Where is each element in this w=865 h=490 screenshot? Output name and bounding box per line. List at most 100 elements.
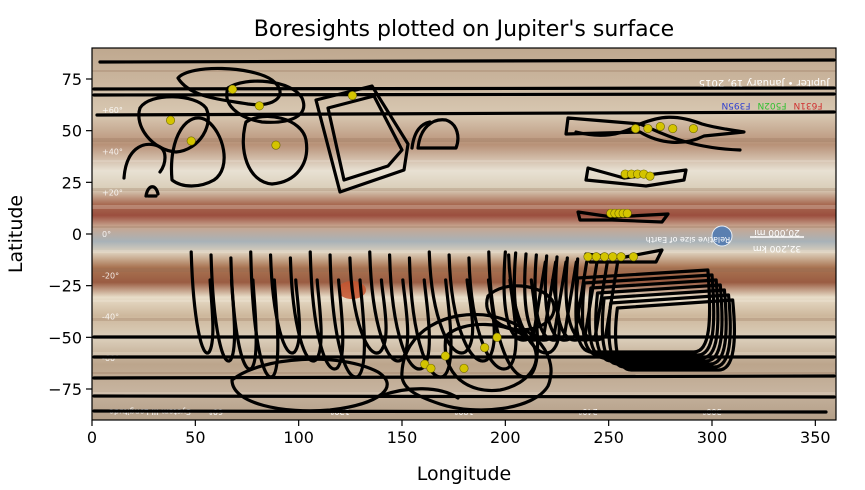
map-annotations: Jupiter • January 19, 2015 F631N F502N F… <box>102 77 830 416</box>
footprint-u-curve <box>308 250 345 371</box>
boresight-point <box>166 115 176 125</box>
footprint-u-curve <box>268 253 302 355</box>
y-tick-label: 0 <box>72 225 82 244</box>
footprint-loop <box>144 185 160 198</box>
cloud-band-streaks <box>92 70 836 395</box>
cloud-streak <box>92 300 836 302</box>
footprint-loop <box>241 114 309 186</box>
x-tick-label: 350 <box>800 428 831 447</box>
footprint-u-curve <box>368 250 410 363</box>
y-axis-label: Latitude <box>5 195 27 273</box>
map-scale-km: 32,200 km <box>753 243 801 253</box>
footprint-outlines <box>92 58 836 414</box>
footprint-line <box>92 86 836 91</box>
boresight-point <box>492 332 502 342</box>
boresight-point <box>608 252 618 262</box>
boresight-point <box>600 252 610 262</box>
cloud-streak <box>92 205 836 209</box>
footprint-loop <box>378 387 460 400</box>
footprint-u-curve <box>348 256 388 355</box>
footprint-loop <box>225 79 306 124</box>
footprint-bowtie <box>564 115 746 144</box>
cloud-streak <box>92 138 836 142</box>
cloud-streak <box>92 392 836 395</box>
boresight-point <box>459 363 469 373</box>
footprint-line <box>92 394 836 399</box>
map-header-text: Jupiter • January 19, 2015 <box>699 77 830 88</box>
boresight-points <box>166 84 698 373</box>
cloud-streak <box>92 188 836 191</box>
y-tick-label: 75 <box>62 70 82 89</box>
footprint-line <box>92 374 836 380</box>
footprint-u-curve <box>543 254 589 342</box>
boresight-point <box>628 252 638 262</box>
map-latitude-mark: +60° <box>102 106 123 115</box>
boresight-point <box>228 84 238 94</box>
map-filter-f502n: F502N <box>757 100 786 110</box>
map-scale-note: Relative size of Earth <box>646 235 731 244</box>
footprint-u-curve <box>407 256 453 379</box>
map-latitude-mark: +40° <box>102 147 123 156</box>
x-tick-label: 50 <box>185 428 205 447</box>
boresight-point <box>622 208 632 218</box>
cloud-streak <box>92 268 836 272</box>
map-scale-mi: 20,000 mi <box>754 227 800 237</box>
footprint-line <box>92 92 836 97</box>
x-tick-label: 200 <box>490 428 521 447</box>
map-latitude-mark: 0° <box>102 230 111 239</box>
footprint-u-curve <box>189 250 215 355</box>
map-latitude-mark: -40° <box>102 313 119 322</box>
southeast-nested-boxes <box>574 268 737 372</box>
boresight-point <box>631 124 641 134</box>
boresight-point <box>271 140 281 150</box>
footprint-loop <box>410 120 432 150</box>
cloud-streak <box>92 372 836 374</box>
boresight-point <box>440 351 450 361</box>
footprint-line <box>95 110 836 117</box>
x-tick-label: 150 <box>387 428 418 447</box>
footprint-box <box>614 298 737 372</box>
footprint-box <box>580 273 716 357</box>
cloud-streak <box>92 250 836 253</box>
footprint-u-curve <box>502 250 547 342</box>
y-tick-label: 50 <box>62 122 82 141</box>
plot-area: Jupiter • January 19, 2015 F631N F502N F… <box>92 48 836 420</box>
boresight-point <box>655 122 665 132</box>
boresight-point <box>420 359 430 369</box>
y-tick-label: −25 <box>48 277 82 296</box>
footprint-u-curve <box>523 252 568 342</box>
footprint-line <box>98 58 836 64</box>
cloud-streak <box>92 226 836 228</box>
boresight-point <box>186 136 196 146</box>
footprint-loop <box>416 118 460 150</box>
footprint-loop <box>485 284 556 332</box>
boresight-point <box>643 124 653 134</box>
footprint-line <box>92 409 828 414</box>
footprint-loop <box>122 142 167 180</box>
boresight-point <box>616 252 626 262</box>
footprint-box <box>607 293 732 369</box>
x-tick-label: 0 <box>87 428 97 447</box>
y-tick-label: −50 <box>48 328 82 347</box>
boresight-point <box>688 124 698 134</box>
boresight-point <box>591 252 601 262</box>
footprint-loop <box>169 116 226 188</box>
cloud-streak <box>92 318 836 321</box>
map-latitude-mark: +20° <box>102 189 123 198</box>
x-tick-label: 300 <box>697 428 728 447</box>
x-axis-label: Longitude <box>417 463 512 485</box>
footprint-box <box>587 278 720 360</box>
footprint-bowtie <box>574 122 742 152</box>
boresight-point <box>426 363 436 373</box>
boresight-point <box>645 171 655 181</box>
x-tick-label: 100 <box>283 428 314 447</box>
cloud-streak <box>92 70 836 72</box>
footprint-loop <box>400 312 553 412</box>
boresight-point <box>347 91 357 101</box>
map-filter-f395n: F395N <box>721 100 750 110</box>
y-axis-ticks: 75 50 25 0 −25 −50 −75 <box>48 70 92 399</box>
map-latitude-mark: -20° <box>102 271 119 280</box>
y-tick-label: −75 <box>48 380 82 399</box>
boresight-point <box>254 101 264 111</box>
